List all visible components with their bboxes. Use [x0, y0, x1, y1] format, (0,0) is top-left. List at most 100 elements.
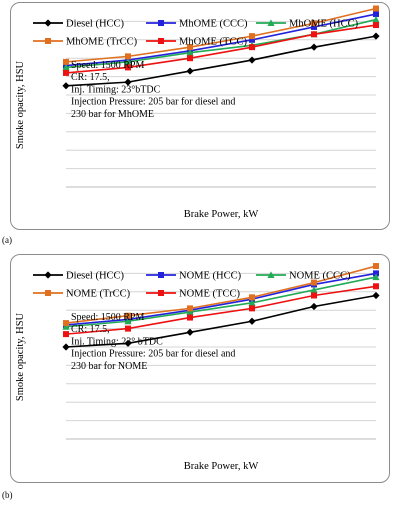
- legend: Diesel (HCC) NOME (HCC) NOME (CCC) NOME (Tr…: [33, 271, 351, 300]
- legend-item: MhOME (TCC): [146, 37, 247, 48]
- data-point: [62, 343, 70, 351]
- legend: Diesel (HCC) MhOME (CCC) MhOME (HCC) MhOME …: [33, 19, 359, 48]
- data-point: [63, 331, 69, 338]
- data-point: [310, 286, 318, 293]
- data-point: [311, 292, 317, 299]
- gridlines: [66, 20, 376, 188]
- panel-label-b: (b): [2, 490, 13, 500]
- data-point: [248, 299, 256, 306]
- data-point: [310, 302, 318, 311]
- data-point: [63, 58, 69, 65]
- legend-label: Diesel (HCC): [66, 19, 125, 30]
- series-line: [65, 272, 377, 326]
- legend-label: NOME (TrCC): [66, 289, 131, 300]
- data-point: [124, 58, 132, 65]
- data-point: [186, 328, 194, 336]
- data-point: [248, 56, 256, 64]
- legend-swatch-marker: [44, 19, 52, 27]
- annotation-line: Injection Pressure: 205 bar for diesel a…: [71, 97, 235, 108]
- data-point: [186, 67, 194, 75]
- data-point: [186, 49, 194, 56]
- series-line: [65, 18, 377, 69]
- annotation-line: Injection Pressure: 205 bar for diesel a…: [71, 349, 235, 360]
- data-point: [125, 64, 131, 71]
- annotation-line: Speed: 1500 RPM: [71, 312, 144, 323]
- data-point: [249, 305, 255, 312]
- data-point: [310, 43, 318, 51]
- data-point: [124, 78, 132, 86]
- data-point: [311, 279, 317, 286]
- y-axis-label: Smoke opacity, HSU: [15, 312, 26, 401]
- series-line: [65, 285, 377, 335]
- panel-label-a: (a): [2, 235, 12, 245]
- annotation-line: Inj. Timing: 23° bTDC: [71, 336, 163, 347]
- series-line: [65, 294, 377, 348]
- legend-label: NOME (HCC): [179, 271, 242, 282]
- legend-item: NOME (TrCC): [33, 289, 131, 300]
- x-axis-label: Brake Power, kW: [184, 209, 259, 220]
- legend-label: MhOME (TCC): [179, 37, 247, 48]
- data-point: [372, 32, 380, 40]
- chart-panel-b: Diesel (HCC) NOME (HCC) NOME (CCC) NOME (Tr…: [10, 254, 390, 483]
- legend-label: MhOME (TrCC): [66, 37, 138, 48]
- annotation-line: Inj. Timing: 23°bTDC: [71, 84, 161, 95]
- data-point: [372, 291, 380, 300]
- legend-swatch-marker: [267, 271, 275, 278]
- legend-item: Diesel (HCC): [33, 19, 125, 30]
- data-point: [249, 44, 255, 51]
- series-5: [63, 22, 379, 76]
- legend-item: MhOME (HCC): [256, 19, 359, 30]
- series-line: [65, 24, 377, 74]
- legend-label: NOME (TCC): [179, 289, 240, 300]
- data-point: [373, 5, 379, 12]
- chart-a: Diesel (HCC) MhOME (CCC) MhOME (HCC) MhOME …: [15, 5, 380, 220]
- data-point: [373, 283, 379, 290]
- series-5: [63, 283, 379, 338]
- series-1: [62, 32, 380, 90]
- data-point: [124, 317, 132, 325]
- data-point: [187, 55, 193, 62]
- y-axis-label: Smoke opacity, HSU: [15, 60, 26, 149]
- legend-label: MhOME (HCC): [289, 19, 359, 30]
- data-point: [187, 44, 193, 51]
- series-line: [65, 35, 377, 87]
- data-point: [311, 31, 317, 38]
- chart-panel-a: Diesel (HCC) MhOME (CCC) MhOME (HCC) MhOME …: [10, 2, 390, 230]
- legend-swatch-marker: [267, 19, 275, 26]
- data-point: [372, 273, 380, 281]
- data-point: [63, 320, 69, 327]
- data-point: [373, 270, 379, 277]
- legend-item: NOME (CCC): [256, 271, 351, 282]
- series-line: [65, 13, 377, 67]
- data-point: [125, 325, 131, 332]
- data-point: [62, 323, 70, 330]
- legend-swatch-marker: [45, 290, 51, 296]
- data-point: [373, 11, 379, 18]
- gridlines: [66, 272, 376, 440]
- data-point: [187, 314, 193, 321]
- data-point: [372, 15, 380, 23]
- data-point: [249, 33, 255, 40]
- x-axis-label: Brake Power, kW: [184, 461, 259, 472]
- data-point: [311, 20, 317, 27]
- data-point: [249, 294, 255, 301]
- series-line: [65, 7, 377, 63]
- annotation-line: 230 bar for NOME: [71, 361, 147, 372]
- data-point: [63, 69, 69, 76]
- series-line: [65, 276, 377, 328]
- chart-b: Diesel (HCC) NOME (HCC) NOME (CCC) NOME (Tr…: [15, 263, 380, 472]
- legend-label: NOME (CCC): [289, 271, 351, 282]
- data-point: [62, 63, 70, 71]
- data-point: [62, 82, 70, 90]
- series-4: [63, 263, 379, 327]
- series-3: [62, 273, 380, 330]
- data-point: [373, 263, 379, 270]
- annotation-line: Speed: 1500 RPM: [71, 60, 144, 71]
- annotation-line: CR: 17.5,: [71, 72, 110, 83]
- annotation-line: 230 bar for MhOME: [71, 109, 154, 120]
- data-point: [311, 23, 317, 30]
- series-line: [65, 265, 377, 324]
- data-point: [249, 36, 255, 43]
